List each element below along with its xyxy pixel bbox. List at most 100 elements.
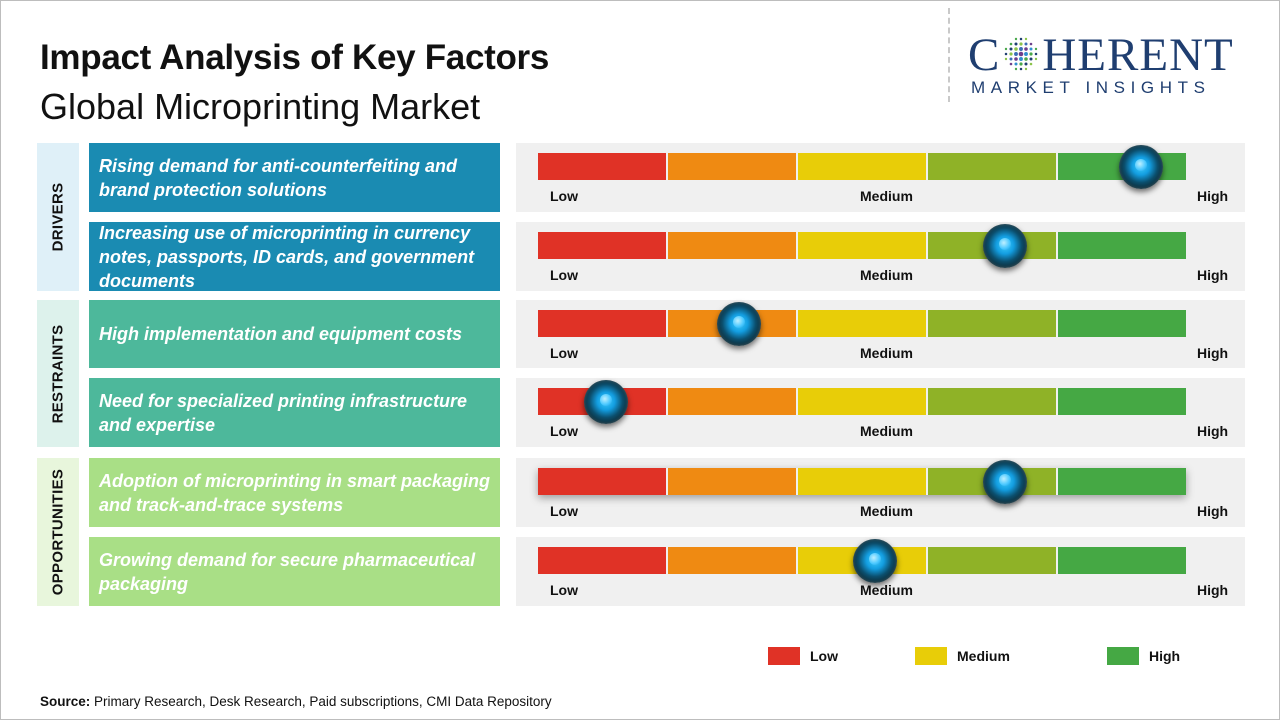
gauge-segment: [668, 547, 798, 574]
impact-gauge: Low Medium High: [516, 300, 1245, 368]
gauge-segment: [538, 232, 668, 259]
page-title: Impact Analysis of Key Factors: [40, 38, 550, 77]
gauge-segment: [1058, 547, 1186, 574]
gauge-segment: [798, 153, 928, 180]
category-tab-restraints: RESTRAINTS: [37, 300, 79, 447]
gauge-segment: [538, 468, 668, 495]
logo-dot: [1035, 52, 1038, 56]
impact-marker: [852, 538, 897, 583]
logo-dot: [1009, 57, 1013, 61]
gauge-segment: [668, 232, 798, 259]
gauge-segment: [1058, 468, 1186, 495]
category-label-opportunities: OPPORTUNITIES: [49, 468, 67, 596]
logo-dot: [1024, 52, 1029, 56]
gauge-segment: [928, 388, 1058, 415]
logo-tagline: MARKET INSIGHTS: [971, 78, 1211, 97]
logo-dot: [1024, 62, 1028, 66]
logo-dot: [1014, 52, 1019, 56]
logo-dot: [1015, 67, 1018, 71]
scale-label-low: Low: [550, 503, 578, 519]
gauge-segment: [668, 388, 798, 415]
logo-divider: [948, 8, 950, 102]
logo-dot: [1029, 57, 1033, 61]
scale-label-low: Low: [550, 423, 578, 439]
logo-dot: [1014, 57, 1019, 61]
factor-label: Growing demand for secure pharmaceutical…: [89, 537, 500, 606]
gauge-segment: [668, 468, 798, 495]
logo-dot: [1029, 47, 1033, 51]
gauge-segment: [798, 468, 928, 495]
scale-label-high: High: [1197, 503, 1229, 519]
legend-label: Medium: [957, 648, 1010, 664]
company-logo: C HERENT MARKET INSIGHTS: [968, 30, 1264, 100]
logo-globe-icon: [1005, 37, 1038, 71]
gauge-segment: [798, 388, 928, 415]
logo-dot: [1020, 37, 1023, 41]
logo-dot: [1009, 52, 1013, 56]
impact-gauge: Low Medium High: [516, 143, 1245, 212]
gauge-segment: [928, 310, 1058, 337]
logo-dot: [1030, 42, 1033, 46]
logo-dot: [1014, 62, 1018, 66]
gauge-segment: [538, 310, 668, 337]
legend-swatch: [1107, 647, 1139, 665]
scale-label-high: High: [1197, 582, 1229, 598]
gauge-segment: [928, 153, 1058, 180]
gauge-segment: [1058, 310, 1186, 337]
logo-dot: [1014, 42, 1018, 46]
legend-label: High: [1149, 648, 1181, 664]
category-tab-drivers: DRIVERS: [37, 143, 79, 291]
gauge-track: [538, 388, 1186, 415]
logo-dot: [1005, 52, 1008, 56]
factor-label: Adoption of microprinting in smart packa…: [89, 458, 500, 527]
logo-dot: [1005, 57, 1008, 61]
gauge-segment: [1058, 388, 1186, 415]
logo-dot: [1025, 67, 1028, 71]
logo-dot: [1035, 57, 1038, 61]
impact-gauge: Low Medium High: [516, 458, 1245, 527]
factor-label: Rising demand for anti-counterfeiting an…: [89, 143, 500, 212]
logo-dot: [1010, 62, 1013, 66]
gauge-track: [538, 310, 1186, 337]
scale-label-high: High: [1197, 188, 1229, 204]
gauge-track: [538, 232, 1186, 259]
scale-label-medium: Medium: [860, 188, 913, 204]
factor-label: Increasing use of microprinting in curre…: [89, 222, 500, 291]
source-label: Source:: [40, 694, 91, 709]
gauge-segment: [798, 232, 928, 259]
logo-dot: [1019, 57, 1024, 61]
logo-dot: [1014, 47, 1019, 51]
scale-label-medium: Medium: [860, 267, 913, 283]
logo-dot: [1024, 42, 1028, 46]
impact-marker: [584, 379, 629, 424]
gauge-segment: [1058, 232, 1186, 259]
scale-label-medium: Medium: [860, 423, 913, 439]
legend-swatch: [915, 647, 947, 665]
impact-gauge: Low Medium High: [516, 378, 1245, 447]
legend-swatch: [768, 647, 800, 665]
logo-dot: [1025, 37, 1028, 41]
logo-dot: [1019, 62, 1023, 66]
logo-letters-herent: HERENT: [1042, 29, 1234, 81]
scale-label-high: High: [1197, 267, 1229, 283]
source-text: Primary Research, Desk Research, Paid su…: [90, 694, 552, 709]
legend-item: High: [1107, 647, 1180, 665]
logo-dot: [1024, 57, 1029, 61]
gauge-track: [538, 468, 1186, 495]
scale-label-low: Low: [550, 345, 578, 361]
impact-gauge: Low Medium High: [516, 537, 1245, 606]
source-note: Source: Primary Research, Desk Research,…: [40, 694, 552, 709]
scale-label-medium: Medium: [860, 503, 913, 519]
logo-dot: [1019, 42, 1023, 46]
impact-marker: [982, 223, 1027, 268]
gauge-segment: [928, 547, 1058, 574]
logo-dot: [1009, 47, 1013, 51]
scale-label-high: High: [1197, 423, 1229, 439]
scale-label-low: Low: [550, 582, 578, 598]
logo-dot: [1029, 52, 1033, 56]
scale-label-medium: Medium: [860, 582, 913, 598]
gauge-segment: [538, 153, 668, 180]
gauge-segment: [798, 310, 928, 337]
logo-wordmark: C HERENT: [968, 30, 1234, 80]
logo-dot: [1010, 42, 1013, 46]
